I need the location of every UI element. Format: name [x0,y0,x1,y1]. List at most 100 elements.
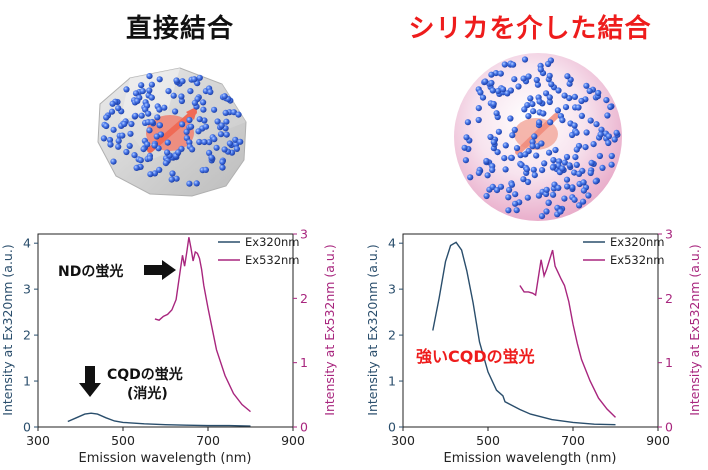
quantum-dot [555,184,562,191]
quantum-dot [235,111,242,118]
y-tick-label-left: 4 [23,236,31,251]
quantum-dot [590,141,597,148]
x-tick-label: 700 [561,433,585,448]
quantum-dot [201,117,208,124]
quantum-dot [475,105,482,112]
quantum-dot [529,138,536,145]
quantum-dot [559,117,566,124]
quantum-dot [598,126,605,133]
quantum-dot [493,187,501,194]
y-axis-label-left: Intensity at Ex320nm (a.u.) [365,244,380,415]
quantum-dot [183,128,190,135]
quantum-dot [123,148,130,156]
quantum-dot [607,103,614,111]
quantum-dot [208,154,215,161]
x-tick-label: 500 [111,433,135,448]
series-line-ex320nm [432,241,616,426]
y-axis-label-left: Intensity at Ex320nm (a.u.) [0,244,15,415]
quantum-dot [497,70,504,77]
quantum-dot [200,99,207,106]
quantum-dot [172,108,179,115]
quantum-dot [531,133,538,140]
quantum-dot [145,110,152,117]
quantum-dot [144,141,151,148]
quantum-dot [230,109,237,116]
y-axis-label-right: Intensity at Ex532nm (a.u.) [687,244,702,415]
quantum-dot [127,130,134,137]
quantum-dot [461,144,468,151]
quantum-dot [543,208,550,215]
quantum-dot [566,95,573,102]
y-tick-label-right: 1 [665,355,673,370]
quantum-dot [110,126,117,133]
quantum-dot [508,154,515,161]
quantum-dot [554,107,562,114]
quantum-dot [578,97,585,105]
quantum-dot [605,139,612,147]
quantum-dot [223,118,230,125]
quantum-dot [546,149,553,156]
y-tick-label-left: 2 [23,328,31,343]
annotation-nd-fluorescence: NDの蛍光 [58,263,123,280]
quantum-dot [126,142,133,149]
y-tick-label-right: 3 [665,227,673,242]
quantum-dot [108,108,116,115]
quantum-dot [545,199,552,206]
quantum-dot [576,170,583,177]
quantum-dot [561,92,568,99]
quantum-dot [115,137,122,144]
quantum-dot [582,144,589,151]
silica-coated-illustration-right [454,53,622,221]
quantum-dot [523,166,531,173]
quantum-dot [462,157,469,164]
quantum-dot [571,93,579,100]
quantum-dot [137,157,144,164]
quantum-dot [547,119,554,126]
quantum-dot [175,149,182,156]
quantum-dot [189,146,196,153]
legend: Ex320nm Ex532nm [218,235,300,267]
quantum-dot [535,192,543,199]
quantum-dot [571,122,578,129]
quantum-dot [214,118,221,125]
quantum-dot [191,76,198,83]
y-tick-label-right: 2 [300,291,308,306]
quantum-dot [482,78,489,85]
quantum-dot [538,213,546,220]
quantum-dot [178,97,185,105]
quantum-dot [479,94,487,101]
quantum-dot [573,146,580,153]
quantum-dot [562,104,570,111]
quantum-dot [550,191,557,198]
y-tick-label-left: 1 [388,374,396,389]
quantum-dot [139,88,146,95]
series-line-ex532nm [154,237,251,413]
quantum-dot [138,112,145,119]
quantum-dot [107,141,114,148]
quantum-dot [211,106,218,113]
arrow-down-icon [79,366,101,397]
quantum-dot [529,101,536,108]
quantum-dot [501,155,508,162]
y-tick-label-left: 2 [388,328,396,343]
nv-axis-arrowhead [186,106,198,120]
y-tick-label-left: 0 [388,420,396,435]
quantum-dot [536,98,543,105]
quantum-dot [552,146,559,154]
quantum-dot [563,176,571,183]
legend-label-ex532: Ex532nm [245,253,300,267]
left-panel-title: 直接結合 [125,14,234,44]
quantum-dot [569,184,576,191]
quantum-dot [604,112,611,119]
x-tick-label: 300 [391,433,415,448]
y-tick-label-right: 1 [300,355,308,370]
y-tick-label-right: 3 [300,227,308,242]
quantum-dot [202,123,210,130]
quantum-dot [484,172,491,179]
quantum-dot [530,108,537,115]
quantum-dot [233,145,240,152]
quantum-dot [536,119,543,126]
quantum-dot [524,194,531,201]
x-tick-label: 500 [476,433,500,448]
